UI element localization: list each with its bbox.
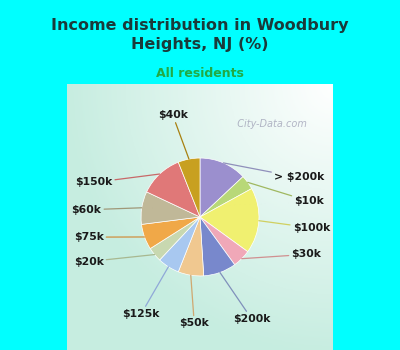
Text: Income distribution in Woodbury
Heights, NJ (%): Income distribution in Woodbury Heights,…: [51, 18, 349, 52]
Text: $20k: $20k: [74, 254, 154, 267]
Text: All residents: All residents: [156, 67, 244, 80]
Wedge shape: [178, 217, 204, 276]
Text: > $200k: > $200k: [224, 163, 324, 182]
Text: City-Data.com: City-Data.com: [231, 119, 307, 129]
Wedge shape: [150, 217, 200, 260]
Wedge shape: [141, 192, 200, 224]
Wedge shape: [200, 177, 252, 217]
Wedge shape: [200, 189, 259, 252]
Wedge shape: [147, 162, 200, 217]
Wedge shape: [142, 217, 200, 248]
Wedge shape: [200, 217, 235, 276]
Text: $50k: $50k: [179, 275, 209, 328]
Text: $60k: $60k: [72, 205, 142, 215]
Text: $40k: $40k: [158, 110, 189, 159]
Text: $100k: $100k: [259, 221, 330, 233]
Text: $75k: $75k: [74, 232, 144, 242]
Wedge shape: [178, 158, 200, 217]
Text: $150k: $150k: [75, 174, 160, 188]
Text: $200k: $200k: [220, 272, 270, 324]
Text: $125k: $125k: [122, 267, 168, 319]
Wedge shape: [200, 217, 248, 265]
Text: $10k: $10k: [248, 182, 324, 206]
Text: $30k: $30k: [242, 250, 321, 259]
Wedge shape: [200, 158, 243, 217]
Wedge shape: [160, 217, 200, 272]
